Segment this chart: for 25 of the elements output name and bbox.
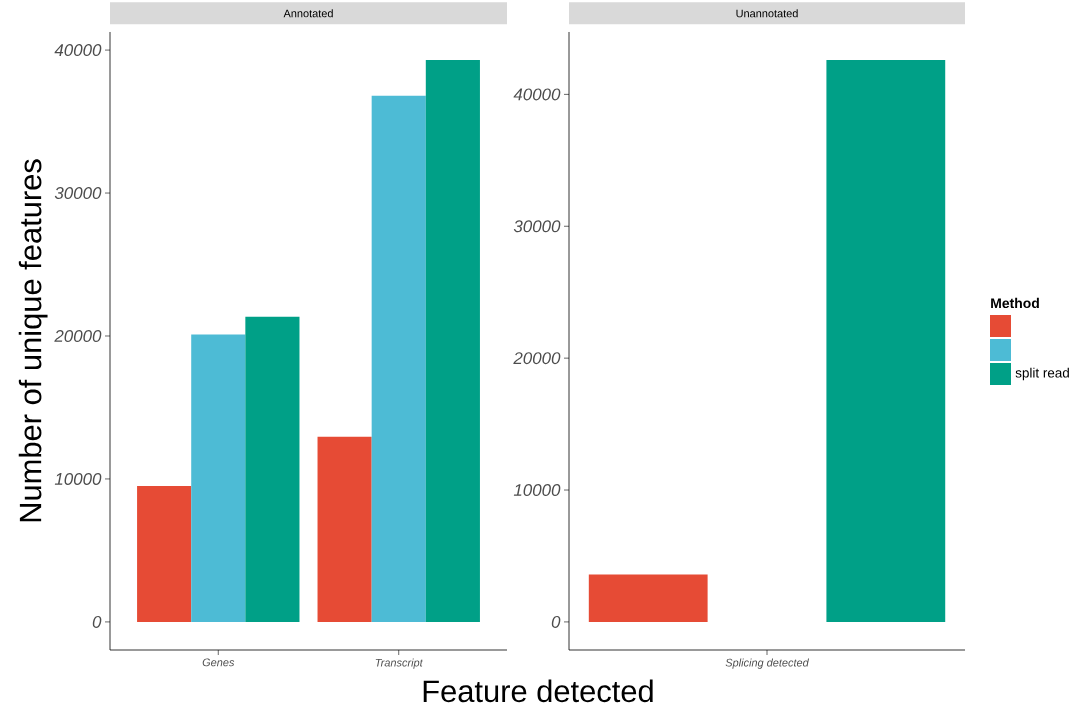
y-tick-label: 20000	[54, 329, 102, 342]
bar	[137, 486, 192, 622]
legend-title: Method	[991, 297, 1039, 309]
y-tick-label: 20000	[513, 352, 561, 365]
y-tick-label: 10000	[513, 484, 561, 497]
x-axis-title: Feature detected	[423, 679, 653, 703]
y-tick-label: 0	[92, 615, 102, 628]
y-tick-label: 30000	[54, 187, 102, 200]
x-tick-label: Splicing detected	[725, 658, 809, 669]
y-tick-label: 10000	[54, 472, 102, 485]
bar	[245, 316, 300, 622]
y-tick-label: 40000	[54, 44, 102, 57]
legend-label: split read	[1015, 367, 1069, 381]
bar	[317, 436, 372, 622]
bar	[425, 60, 480, 622]
chart-title: Annotated	[283, 9, 333, 18]
y-tick-label: 0	[551, 615, 561, 628]
chart-title: Unannotated	[736, 9, 798, 18]
x-tick-label: Genes	[202, 658, 235, 667]
x-tick-label: Transcript	[375, 658, 424, 669]
y-axis-title: Number of unique features	[18, 159, 48, 522]
bar	[371, 95, 426, 622]
y-tick-label: 40000	[513, 88, 561, 101]
bar	[191, 334, 246, 622]
y-tick-label: 30000	[513, 220, 561, 233]
